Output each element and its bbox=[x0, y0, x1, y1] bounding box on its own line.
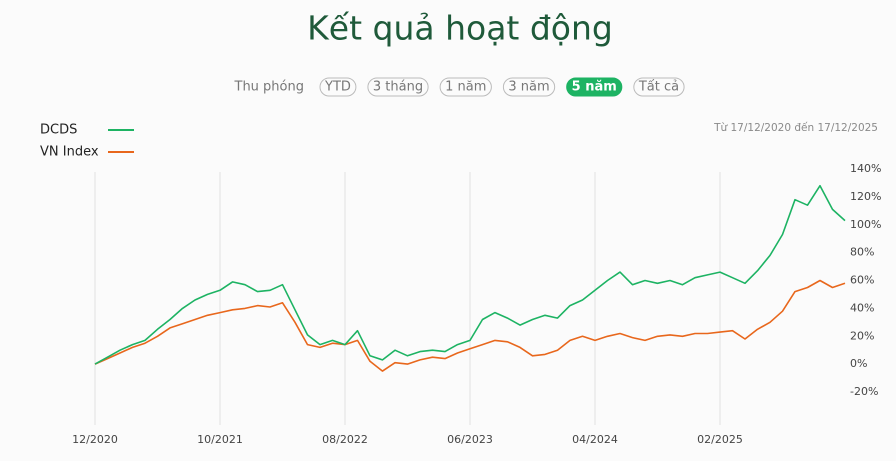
zoom-button-label[interactable]: YTD bbox=[324, 80, 351, 95]
legend-label: DCDS bbox=[40, 123, 77, 138]
zoom-button-label[interactable]: 5 năm bbox=[572, 80, 617, 95]
zoom-button[interactable] bbox=[439, 77, 492, 97]
y-tick-label: 100% bbox=[850, 218, 881, 231]
y-tick-label: -20% bbox=[850, 385, 878, 398]
y-tick-label: 80% bbox=[850, 246, 874, 259]
y-tick-label: 20% bbox=[850, 329, 874, 342]
zoom-button-label[interactable]: 1 năm bbox=[445, 80, 486, 95]
x-tick-label: 12/2020 bbox=[72, 433, 118, 446]
y-tick-label: 140% bbox=[850, 162, 881, 175]
zoom-label: Thu phóng bbox=[234, 80, 305, 95]
date-range: Từ 17/12/2020 đến 17/12/2025 bbox=[713, 122, 878, 134]
x-tick-label: 08/2022 bbox=[322, 433, 368, 446]
y-tick-label: 40% bbox=[850, 301, 874, 314]
y-tick-label: 120% bbox=[850, 190, 881, 203]
y-tick-label: 0% bbox=[850, 357, 867, 370]
zoom-button[interactable] bbox=[502, 77, 556, 97]
series-line bbox=[94, 184, 846, 365]
zoom-button[interactable] bbox=[367, 77, 429, 97]
x-tick-label: 02/2025 bbox=[697, 433, 743, 446]
zoom-button-label[interactable]: Tất cả bbox=[638, 80, 679, 95]
legend-label: VN Index bbox=[40, 145, 99, 160]
chart-title: Kết quả hoạt động bbox=[307, 9, 613, 48]
zoom-button-label[interactable]: 3 tháng bbox=[373, 80, 423, 95]
y-tick-label: 60% bbox=[850, 274, 874, 287]
series-line bbox=[94, 279, 846, 372]
zoom-button[interactable] bbox=[319, 77, 357, 97]
x-tick-label: 04/2024 bbox=[572, 433, 618, 446]
zoom-button[interactable] bbox=[633, 77, 685, 97]
x-tick-label: 10/2021 bbox=[197, 433, 243, 446]
x-tick-label: 06/2023 bbox=[447, 433, 493, 446]
zoom-button-label[interactable]: 3 năm bbox=[508, 80, 549, 95]
zoom-button[interactable] bbox=[566, 77, 623, 97]
